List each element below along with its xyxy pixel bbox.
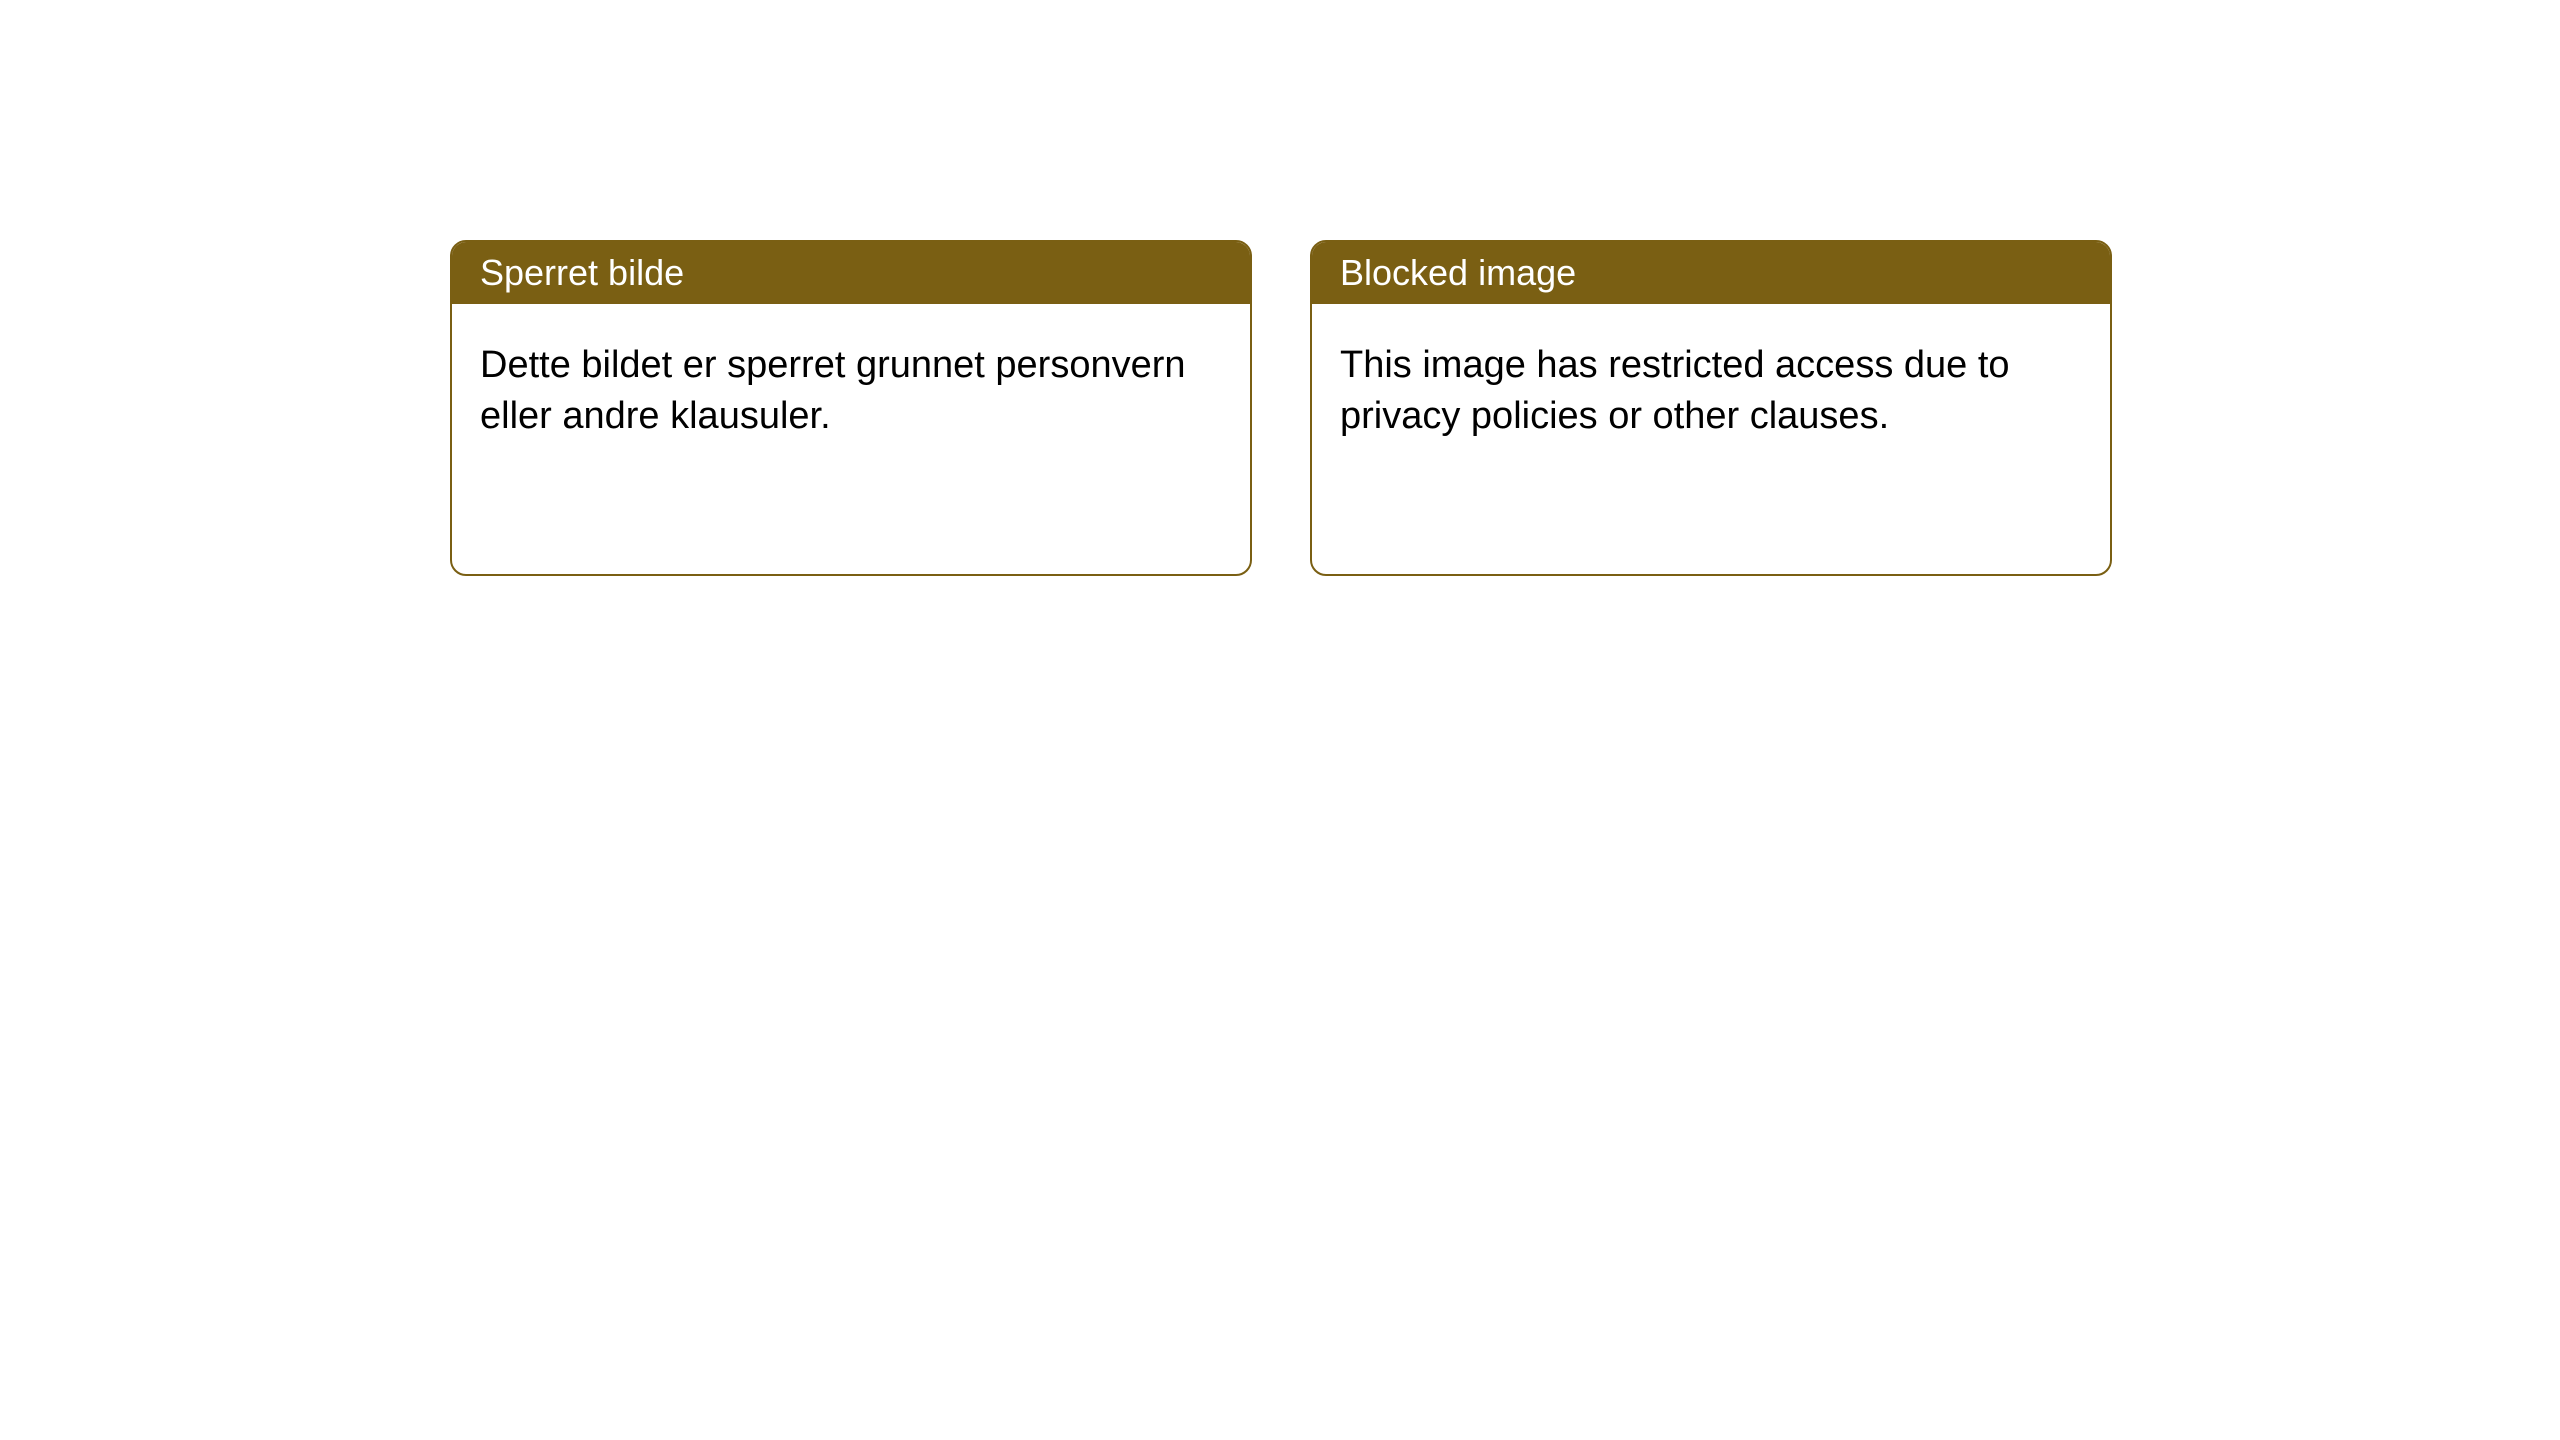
notice-title-english: Blocked image bbox=[1340, 252, 1576, 293]
notice-header-english: Blocked image bbox=[1312, 242, 2110, 304]
notice-title-norwegian: Sperret bilde bbox=[480, 252, 684, 293]
notices-container: Sperret bilde Dette bildet er sperret gr… bbox=[450, 240, 2112, 576]
notice-text-english: This image has restricted access due to … bbox=[1340, 344, 2010, 437]
notice-body-norwegian: Dette bildet er sperret grunnet personve… bbox=[452, 304, 1250, 479]
notice-body-english: This image has restricted access due to … bbox=[1312, 304, 2110, 479]
notice-card-norwegian: Sperret bilde Dette bildet er sperret gr… bbox=[450, 240, 1252, 576]
notice-text-norwegian: Dette bildet er sperret grunnet personve… bbox=[480, 344, 1186, 437]
notice-header-norwegian: Sperret bilde bbox=[452, 242, 1250, 304]
notice-card-english: Blocked image This image has restricted … bbox=[1310, 240, 2112, 576]
